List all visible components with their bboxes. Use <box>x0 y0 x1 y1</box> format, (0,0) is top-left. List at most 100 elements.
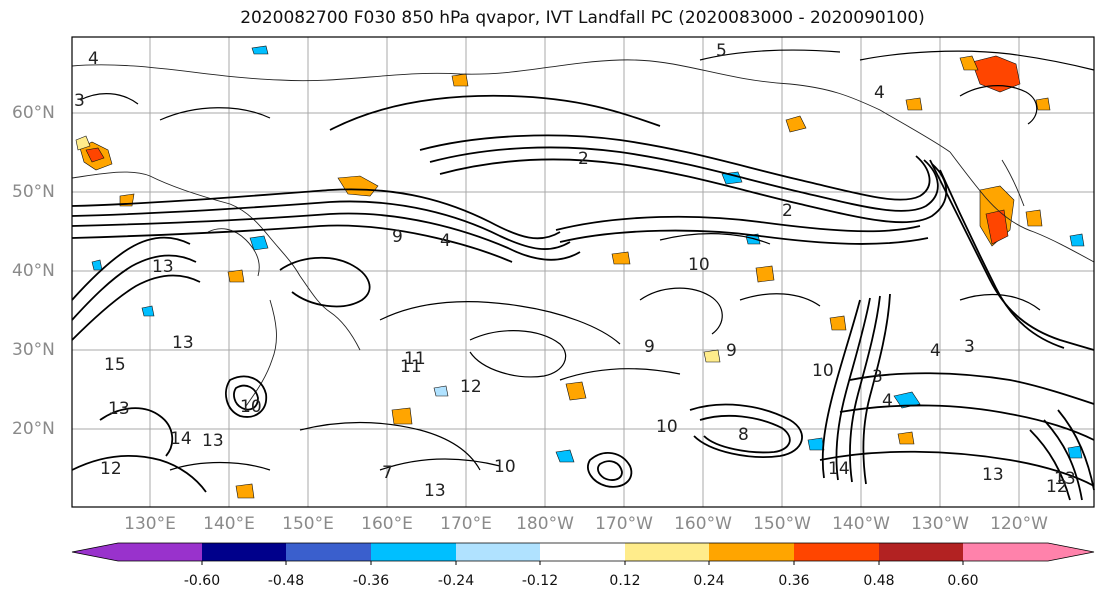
contour-label: 13 <box>108 399 130 419</box>
lon-label: 170°W <box>595 514 653 534</box>
contour-label: 9 <box>726 341 737 361</box>
lat-label: 40°N <box>12 261 55 281</box>
lon-label: 140°E <box>203 514 255 534</box>
contour-line <box>379 301 621 345</box>
lon-label: 130°E <box>124 514 176 534</box>
contour-labels: 4 3 5 4 2 2 4 9 13 13 15 13 12 14 13 10 … <box>74 41 1076 501</box>
negative-anomaly <box>91 259 103 271</box>
colorbar-extend-high <box>1048 543 1094 561</box>
contour-label: 10 <box>656 417 678 437</box>
colorbar-tick-label: 0.12 <box>609 573 641 589</box>
contour-line <box>849 372 1095 405</box>
contour-label: 12 <box>460 377 482 397</box>
contour-label: 9 <box>392 227 403 247</box>
colorbar-segment <box>118 543 202 561</box>
contour-line <box>959 293 1041 311</box>
colorbar-tick-label: 0.24 <box>693 573 725 589</box>
contour-line <box>71 274 201 341</box>
contour-line <box>71 455 207 493</box>
contour-line <box>639 287 723 335</box>
colorbar-outline <box>71 542 1095 562</box>
contour-label: 12 <box>100 459 122 479</box>
positive-anomaly <box>1035 97 1051 111</box>
positive-anomaly <box>565 381 587 401</box>
contour-label: 9 <box>644 337 655 357</box>
positive-anomaly <box>611 251 631 265</box>
positive-anomaly <box>785 115 807 133</box>
contour-label: 2 <box>782 201 793 221</box>
contour-label: 2 <box>578 149 589 169</box>
contour-label: 8 <box>738 425 749 445</box>
negative-anomaly <box>251 45 269 55</box>
contour-line <box>559 368 681 381</box>
positive-anomaly <box>451 73 469 87</box>
lon-label: 150°E <box>282 514 334 534</box>
lon-label: 160°E <box>361 514 413 534</box>
contour-line <box>689 403 803 458</box>
contour-label: 3 <box>74 91 85 111</box>
contour-label: 10 <box>240 397 262 417</box>
contour-line <box>225 375 268 418</box>
positive-anomaly <box>75 135 91 151</box>
shaded-anomalies <box>75 45 1085 499</box>
contour-label: 4 <box>88 49 99 69</box>
colorbar-segment <box>963 543 1048 561</box>
positive-anomaly <box>959 55 979 71</box>
contour-label: 13 <box>202 431 224 451</box>
colorbar-tick-label: -0.12 <box>521 573 559 589</box>
contour-line <box>419 134 931 201</box>
contour-line <box>839 404 1095 441</box>
contour-line <box>233 384 259 411</box>
contour-line <box>1057 409 1095 491</box>
colorbar-tick-label: -0.36 <box>352 573 390 589</box>
contour-line <box>862 293 891 485</box>
negative-anomaly <box>721 171 743 185</box>
contour-line <box>79 93 139 105</box>
colorbar-segment <box>709 543 794 561</box>
positive-anomaly <box>971 55 1021 93</box>
lat-label: 50°N <box>12 182 55 202</box>
lat-label: 20°N <box>12 419 55 439</box>
contour-label: 10 <box>688 255 710 275</box>
positive-anomaly <box>703 349 721 363</box>
colorbar-tick-label: 0.48 <box>863 573 895 589</box>
contour-label: 4 <box>930 341 941 361</box>
positive-anomaly <box>755 265 775 283</box>
lon-label: 170°E <box>440 514 492 534</box>
lat-label: 60°N <box>12 103 55 123</box>
map-border <box>71 36 1095 508</box>
positive-anomaly <box>85 147 105 163</box>
lon-label: 180°W <box>516 514 574 534</box>
contour-line <box>699 49 841 61</box>
contour-label: 11 <box>404 349 426 369</box>
colorbar-tick-label: -0.48 <box>267 573 305 589</box>
contour-label: 12 <box>1046 477 1068 497</box>
contour-line <box>379 458 501 471</box>
contour-line <box>1029 429 1071 501</box>
contour-line <box>71 236 191 301</box>
negative-anomaly <box>807 437 825 451</box>
contour-label: 13 <box>152 257 174 277</box>
contour-line <box>439 158 948 224</box>
contour-line <box>71 188 561 240</box>
contour-label: 4 <box>440 231 451 251</box>
moisture-contours <box>79 49 1095 471</box>
contour-label: 7 <box>382 463 393 483</box>
contour-label: 13 <box>1054 469 1076 489</box>
positive-anomaly <box>897 431 915 445</box>
contour-line <box>159 107 271 121</box>
positive-anomaly <box>985 209 1009 245</box>
negative-anomaly <box>1069 233 1085 247</box>
colorbar-segment <box>625 543 709 561</box>
contour-line <box>71 212 581 261</box>
contour-label: 4 <box>874 83 885 103</box>
lon-label: 150°W <box>753 514 811 534</box>
colorbar-segment <box>456 543 540 561</box>
colorbar-segment <box>794 543 879 561</box>
negative-anomaly <box>555 449 575 463</box>
positive-anomaly <box>391 407 413 425</box>
contour-line <box>99 407 174 457</box>
contour-label: 10 <box>812 361 834 381</box>
contour-label: 13 <box>424 481 446 501</box>
